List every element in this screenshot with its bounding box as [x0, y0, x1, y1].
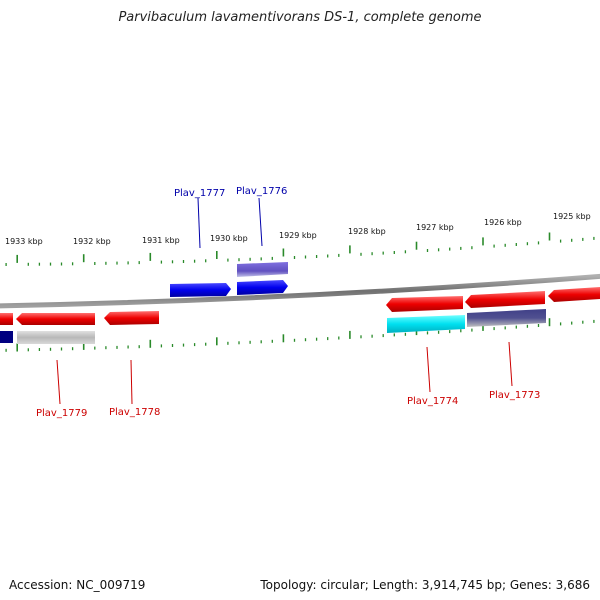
tick-label: 1928 kbp: [348, 227, 386, 236]
tick-label: 1929 kbp: [279, 231, 317, 240]
leader-line-plav-1774: [426, 346, 431, 393]
gene-feature-plav-1776-lane[interactable]: [237, 262, 288, 277]
upper-tick-track: [5, 232, 595, 266]
leader-line-plav-1778: [130, 359, 133, 405]
gene-label-plav-1776[interactable]: Plav_1776: [236, 186, 287, 197]
gene-feature-navy-edge[interactable]: [0, 331, 13, 343]
gene-feature-plav-1774-lane[interactable]: [387, 315, 465, 333]
tick-label: 1925 kbp: [553, 212, 591, 221]
gene-feature-left-edge[interactable]: [0, 313, 13, 325]
tick-label: 1926 kbp: [484, 218, 522, 227]
gene-feature-plav-1773-lane[interactable]: [467, 309, 546, 327]
leader-line-plav-1776: [258, 197, 263, 247]
genome-backbone: [0, 273, 600, 309]
genome-summary-text: Topology: circular; Length: 3,914,745 bp…: [260, 578, 590, 592]
gene-feature-plav-1774[interactable]: [386, 296, 463, 312]
gene-feature-plav-1777[interactable]: [170, 283, 231, 297]
gene-label-plav-1773[interactable]: Plav_1773: [489, 390, 540, 401]
tick-label: 1930 kbp: [210, 234, 248, 243]
leader-line-plav-1779: [56, 359, 61, 405]
gene-feature-plav-1779[interactable]: [16, 313, 95, 325]
gene-label-plav-1777[interactable]: Plav_1777: [174, 188, 225, 199]
gene-label-plav-1779[interactable]: Plav_1779: [36, 408, 87, 419]
gene-feature-plav-1778[interactable]: [104, 311, 159, 325]
gene-feature-plav-1779-lane[interactable]: [17, 331, 95, 344]
gene-feature-plav-1776[interactable]: [237, 280, 288, 295]
leader-line-plav-1777: [197, 197, 201, 249]
gene-label-plav-1778[interactable]: Plav_1778: [109, 407, 160, 418]
tick-label: 1932 kbp: [73, 237, 111, 246]
accession-text: Accession: NC_009719: [9, 578, 146, 592]
gene-feature-right-edge[interactable]: [548, 287, 600, 302]
tick-label: 1933 kbp: [5, 237, 43, 246]
tick-label: 1931 kbp: [142, 236, 180, 245]
gene-label-plav-1774[interactable]: Plav_1774: [407, 396, 458, 407]
genome-title: Parvibaculum lavamentivorans DS-1, compl…: [118, 10, 482, 25]
gene-feature-plav-1773[interactable]: [465, 291, 545, 308]
leader-line-plav-1773: [508, 341, 513, 387]
tick-label: 1927 kbp: [416, 223, 454, 232]
